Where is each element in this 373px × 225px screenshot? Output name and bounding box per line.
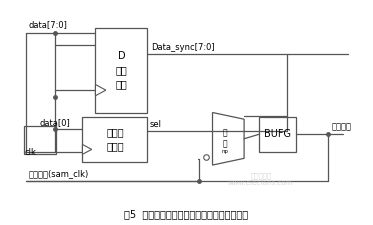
Text: 选
择: 选 择 — [222, 129, 227, 149]
Polygon shape — [82, 144, 92, 154]
Polygon shape — [95, 85, 106, 96]
Text: 电子发烧友
www.elecfans.com: 电子发烧友 www.elecfans.com — [228, 173, 294, 186]
Bar — [82, 117, 147, 162]
Bar — [24, 126, 56, 154]
Text: np: np — [221, 149, 228, 154]
Polygon shape — [213, 112, 244, 165]
Text: 图5  自适应同步器在某雷达采样系统中的应用: 图5 自适应同步器在某雷达采样系统中的应用 — [125, 209, 248, 219]
Text: Data_sync[7:0]: Data_sync[7:0] — [151, 43, 215, 52]
Text: 采样时钟(sam_clk): 采样时钟(sam_clk) — [29, 169, 89, 178]
Bar — [95, 27, 147, 112]
Text: clk: clk — [24, 148, 36, 157]
Text: sel: sel — [149, 120, 162, 129]
Text: BUFG: BUFG — [264, 129, 291, 139]
Text: D
触发
器组: D 触发 器组 — [116, 51, 127, 89]
Text: 同步时钟: 同步时钟 — [332, 123, 351, 132]
Text: data[0]: data[0] — [40, 118, 70, 127]
Text: data[7:0]: data[7:0] — [29, 20, 68, 29]
Text: 自适应
同步器: 自适应 同步器 — [106, 127, 124, 151]
Bar — [259, 117, 296, 152]
